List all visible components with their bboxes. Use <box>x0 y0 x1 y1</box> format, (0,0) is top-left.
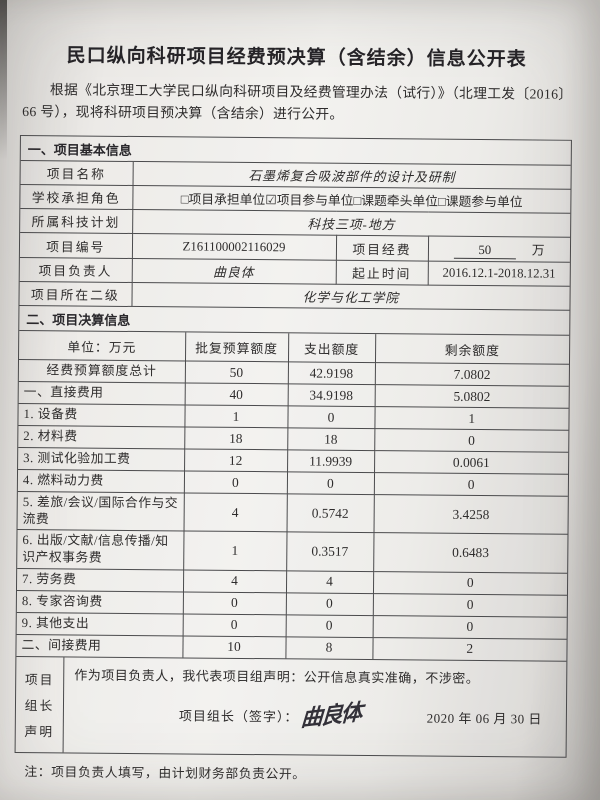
budget-cell-remaining: 0 <box>372 615 567 639</box>
budget-cell-spent: 0 <box>285 614 373 638</box>
budget-row-label: 9. 其他支出 <box>16 612 183 636</box>
project-name-label: 项目名称 <box>20 161 133 186</box>
budget-cell-approved: 40 <box>184 383 288 406</box>
budget-cell-spent: 0 <box>285 592 373 616</box>
budget-cell-approved: 0 <box>182 591 286 615</box>
budget-cell-approved: 4 <box>182 569 287 593</box>
declaration-content: 作为项目负责人，我代表项目组声明：公开信息真实准确，不涉密。 项目组长（签字）：… <box>64 657 567 756</box>
budget-row-label: 二、间接费用 <box>16 634 183 658</box>
project-fund-label: 项目经费 <box>335 235 429 262</box>
budget-row-publication: 6. 出版/文献/信息传播/知识产权事务费 1 0.3517 0.6483 <box>17 529 568 573</box>
budget-cell-remaining: 2 <box>372 637 567 661</box>
budget-cell-remaining: 5.0802 <box>374 384 569 409</box>
budget-cell-approved: 50 <box>184 361 288 384</box>
fund-amount: 50 <box>453 242 516 260</box>
budget-cell-remaining: 0.6483 <box>373 532 568 573</box>
budget-cell-approved: 4 <box>183 493 287 533</box>
budget-row-label: 3. 测试化验加工费 <box>18 447 185 472</box>
budget-row-label: 5. 差旅/会议/国际合作与交流费 <box>17 491 184 532</box>
project-fund-value: 50 万 <box>427 236 571 263</box>
signature-date: 2020 年 06 月 30 日 <box>426 710 542 727</box>
budget-cell-spent: 0.3517 <box>286 532 374 572</box>
project-leader-signature: 曲良体 <box>299 698 361 731</box>
fund-unit: 万 <box>531 243 545 258</box>
budget-cell-approved: 18 <box>184 427 288 450</box>
school-role-label: 学校承担角色 <box>20 184 133 210</box>
project-leader-value: 曲良体 <box>131 258 336 285</box>
budget-cell-remaining: 0 <box>372 593 567 617</box>
budget-cell-spent: 0 <box>286 471 375 495</box>
budget-cell-remaining: 0 <box>373 472 569 497</box>
budget-row-label: 4. 燃料动力费 <box>17 469 185 494</box>
budget-cell-approved: 1 <box>183 531 287 571</box>
budget-col-remaining: 剩余额度 <box>374 334 570 365</box>
intro-paragraph: 根据《北京理工大学民口纵向科研项目及经费管理办法（试行）》（北理工发〔2016〕… <box>22 82 566 122</box>
budget-row-label: 7. 劳务费 <box>16 568 184 592</box>
declaration-side-line: 声明 <box>24 724 55 739</box>
budget-row-label: 8. 专家咨询费 <box>16 590 183 614</box>
declaration-side-line: 项目 <box>24 672 55 687</box>
budget-row-label: 6. 出版/文献/信息传播/知识产权事务费 <box>17 529 184 570</box>
budget-cell-spent: 42.9198 <box>287 361 375 385</box>
form-table: 一、项目基本信息 项目名称 石墨烯复合吸波部件的设计及研制 学校承担角色 □项目… <box>14 135 572 758</box>
budget-cell-remaining: 3.4258 <box>373 494 568 535</box>
budget-row-label: 1. 设备费 <box>18 403 185 428</box>
budget-cell-remaining: 7.0802 <box>374 362 569 387</box>
budget-cell-approved: 12 <box>184 449 288 472</box>
budget-col-unit: 单位：万元 <box>19 331 186 362</box>
budget-cell-spent: 18 <box>287 427 375 451</box>
project-number-label: 项目编号 <box>19 232 133 259</box>
budget-row-label: 2. 材料费 <box>18 425 185 450</box>
budget-cell-remaining: 0.0061 <box>374 450 569 475</box>
budget-cell-approved: 1 <box>184 405 288 428</box>
budget-cell-remaining: 1 <box>374 406 569 431</box>
signature-row: 项目组长（签字）： 曲良体 2020 年 06 月 30 日 <box>74 699 556 731</box>
budget-cell-spent: 0.5742 <box>286 493 374 533</box>
budget-cell-spent: 34.9198 <box>287 383 375 407</box>
budget-cell-spent: 0 <box>287 405 375 429</box>
budget-cell-remaining: 0 <box>374 428 569 453</box>
project-number-value: Z161100002116029 <box>131 233 337 261</box>
budget-cell-approved: 10 <box>182 635 286 658</box>
budget-row-label: 经费预算额度总计 <box>18 359 185 384</box>
project-leader-label: 项目负责人 <box>19 257 132 283</box>
photo-edge-shadow <box>0 0 7 160</box>
budget-cell-spent: 11.9939 <box>287 449 375 473</box>
period-label: 起止时间 <box>335 260 428 286</box>
document-title: 民口纵向科研项目经费预决算（含结余）信息公开表 <box>66 45 527 71</box>
declaration-side-label: 项目 组长 声明 <box>15 656 65 753</box>
period-value: 2016.12.1-2018.12.31 <box>427 261 570 287</box>
basic-info-table: 项目名称 石墨烯复合吸波部件的设计及研制 学校承担角色 □项目承担单位☑项目参与… <box>19 161 571 310</box>
budget-cell-spent: 4 <box>285 570 374 594</box>
declaration-row: 项目 组长 声明 作为项目负责人，我代表项目组声明：公开信息真实准确，不涉密。 … <box>15 655 567 757</box>
science-plan-label: 所属科技计划 <box>20 208 133 234</box>
budget-cell-approved: 0 <box>182 613 286 637</box>
budget-col-spent: 支出额度 <box>287 333 376 363</box>
footnote: 注：项目负责人填写，由计划财务部负责公开。 <box>24 764 306 782</box>
declaration-statement: 作为项目负责人，我代表项目组声明：公开信息真实准确，不涉密。 <box>74 667 480 686</box>
declaration-side-line: 组长 <box>24 698 55 713</box>
budget-cell-approved: 0 <box>183 471 288 494</box>
budget-table: 单位：万元 批复预算额度 支出额度 剩余额度 经费预算额度总计 50 42.91… <box>16 331 570 661</box>
document-sheet: 民口纵向科研项目经费预决算（含结余）信息公开表 根据《北京理工大学民口纵向科研项… <box>14 16 573 784</box>
budget-row-label: 一、直接费用 <box>18 381 185 406</box>
budget-row-travel: 5. 差旅/会议/国际合作与交流费 4 0.5742 3.4258 <box>17 491 568 535</box>
budget-cell-spent: 8 <box>285 636 373 659</box>
signature-label: 项目组长（签字）： <box>178 708 299 725</box>
budget-col-approved: 批复预算额度 <box>184 332 289 362</box>
budget-cell-remaining: 0 <box>372 571 568 595</box>
department-label: 项目所在二级 <box>19 281 132 307</box>
